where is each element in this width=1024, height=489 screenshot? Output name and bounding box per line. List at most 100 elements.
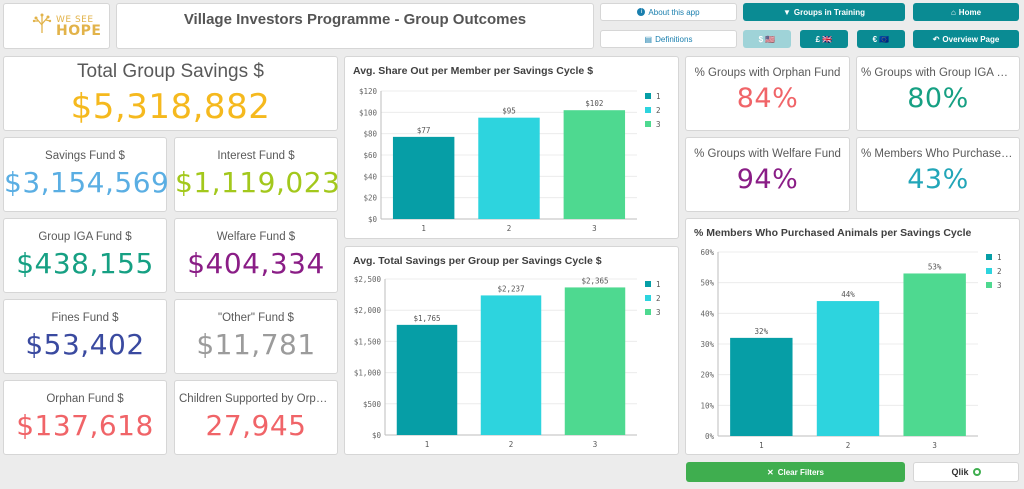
kpi-savings-fund: Savings Fund $ $3,154,569	[3, 137, 170, 212]
legend-label: 3	[656, 308, 661, 317]
kpi-children-supported: Children Supported by Orpha... 27,945	[174, 380, 338, 455]
bar-value-label: $95	[502, 107, 516, 116]
logo-line2: HOPE	[56, 23, 102, 39]
definitions-button[interactable]: ▤ Definitions	[600, 30, 737, 48]
total-savings-bar-chart: $0 $500 $1,000 $1,500 $2,000 $2,500 $1,765 1 $2,…	[354, 275, 661, 449]
back-arrow-icon: ↶	[932, 34, 940, 44]
y-tick-label: $0	[372, 431, 382, 440]
kpi-pct-welfare-fund: % Groups with Welfare Fund 94%	[685, 137, 850, 212]
bar-2	[480, 295, 542, 435]
groups-in-training-button[interactable]: ▼ Groups in Training	[743, 3, 905, 21]
x-tick-label: 2	[509, 440, 514, 449]
x-tick-label: 1	[759, 441, 764, 450]
legend-swatch	[986, 282, 992, 288]
kpi-value: $11,781	[196, 328, 316, 361]
kpi-value: $137,618	[16, 409, 154, 442]
book-icon: ▤	[644, 34, 653, 44]
share-out-bar-chart: $0 $20 $40 $60 $80 $100 $120 $77 1 $95 2 $102 3 1 2 3	[359, 87, 661, 233]
kpi-orphan-fund: Orphan Fund $ $137,618	[3, 380, 167, 455]
kpi-pct-orphan-fund: % Groups with Orphan Fund 84%	[685, 56, 850, 131]
y-tick-label: 20%	[700, 371, 714, 380]
page-title: Village Investors Programme - Group Outc…	[183, 11, 527, 28]
bar-1	[392, 136, 455, 219]
kpi-label: % Groups with Orphan Fund	[694, 67, 841, 79]
kpi-label: "Other" Fund $	[218, 312, 294, 324]
kpi-value: 27,945	[205, 409, 307, 442]
legend-swatch	[986, 268, 992, 274]
bar-value-label: $2,365	[581, 276, 608, 285]
kpi-label: % Groups with Group IGA Fund	[861, 67, 1019, 79]
bar-2	[478, 117, 540, 219]
clear-filter-icon: ✕	[767, 467, 774, 477]
legend-label: 1	[656, 92, 661, 101]
tree-icon	[32, 13, 52, 33]
kpi-interest-fund: Interest Fund $ $1,119,023	[174, 137, 341, 212]
chart-animals-card: % Members Who Purchased Animals per Savi…	[685, 218, 1020, 455]
y-tick-label: $20	[363, 194, 377, 203]
overview-page-button[interactable]: ↶ Overview Page	[913, 30, 1019, 48]
kpi-value: $1,119,023	[175, 166, 341, 199]
kpi-value: $404,334	[187, 247, 325, 280]
home-button[interactable]: ⌂ Home	[913, 3, 1019, 21]
chart-share-out-card: Avg. Share Out per Member per Savings Cy…	[344, 56, 679, 239]
bar-value-label: $77	[417, 126, 431, 135]
groups-in-training-label: Groups in Training	[793, 7, 866, 17]
kpi-label: % Members Who Purchased A...	[861, 148, 1019, 160]
legend-swatch	[645, 121, 651, 127]
definitions-label: Definitions	[655, 34, 693, 44]
kpi-label: Group IGA Fund $	[38, 231, 132, 243]
kpi-group-iga-fund: Group IGA Fund $ $438,155	[3, 218, 167, 293]
y-tick-label: 30%	[700, 340, 714, 349]
kpi-label: % Groups with Welfare Fund	[694, 148, 841, 160]
info-icon: i	[637, 8, 646, 16]
overview-page-label: Overview Page	[942, 34, 1000, 44]
bar-1	[396, 324, 458, 435]
x-tick-label: 2	[507, 224, 512, 233]
bar-2	[816, 301, 880, 436]
logo-text: WE SEE HOPE	[56, 15, 102, 39]
kpi-value: $3,154,569	[4, 166, 170, 199]
kpi-pct-purchased-animals: % Members Who Purchased A... 43%	[856, 137, 1020, 212]
about-button[interactable]: i About this app	[600, 3, 737, 21]
y-tick-label: $60	[363, 151, 377, 160]
legend-label: 1	[997, 253, 1002, 262]
qlik-button[interactable]: Qlik	[913, 462, 1019, 482]
currency-eur-button[interactable]: € 🇪🇺	[857, 30, 905, 48]
legend-swatch	[645, 281, 651, 287]
y-tick-label: $0	[368, 215, 378, 224]
kpi-label: Welfare Fund $	[216, 231, 296, 243]
y-tick-label: $40	[363, 172, 377, 181]
x-tick-label: 1	[425, 440, 430, 449]
chart-title: Avg. Share Out per Member per Savings Cy…	[353, 65, 594, 77]
y-tick-label: $2,000	[354, 306, 382, 315]
home-icon: ⌂	[950, 7, 956, 17]
y-tick-label: 40%	[700, 309, 714, 318]
chart-title: % Members Who Purchased Animals per Savi…	[694, 227, 972, 239]
y-tick-label: 50%	[700, 279, 714, 288]
kpi-label: Interest Fund $	[217, 150, 295, 162]
currency-gbp-button[interactable]: £ 🇬🇧	[800, 30, 848, 48]
clear-filters-button[interactable]: ✕ Clear Filters	[686, 462, 905, 482]
y-tick-label: $100	[359, 108, 378, 117]
legend-label: 3	[997, 281, 1002, 290]
currency-gbp-label: £ 🇬🇧	[815, 34, 833, 44]
kpi-value: $5,318,882	[70, 87, 271, 127]
home-label: Home	[958, 7, 982, 17]
logo: WE SEE HOPE	[3, 3, 110, 49]
kpi-welfare-fund: Welfare Fund $ $404,334	[174, 218, 338, 293]
y-tick-label: $500	[363, 400, 382, 409]
chart-title: Avg. Total Savings per Group per Savings…	[353, 255, 602, 267]
bar-value-label: $1,765	[413, 314, 440, 323]
clear-filters-label: Clear Filters	[777, 467, 824, 477]
legend-label: 3	[656, 120, 661, 129]
bar-value-label: 44%	[841, 290, 855, 299]
legend-swatch	[645, 309, 651, 315]
currency-usd-button[interactable]: $ 🇺🇸	[743, 30, 791, 48]
kpi-label: Fines Fund $	[51, 312, 119, 324]
kpi-other-fund: "Other" Fund $ $11,781	[174, 299, 338, 374]
y-tick-label: $1,000	[354, 369, 382, 378]
bar-1	[730, 337, 793, 436]
about-label: About this app	[648, 7, 700, 17]
legend-label: 2	[656, 294, 661, 303]
kpi-value: 43%	[907, 164, 969, 195]
